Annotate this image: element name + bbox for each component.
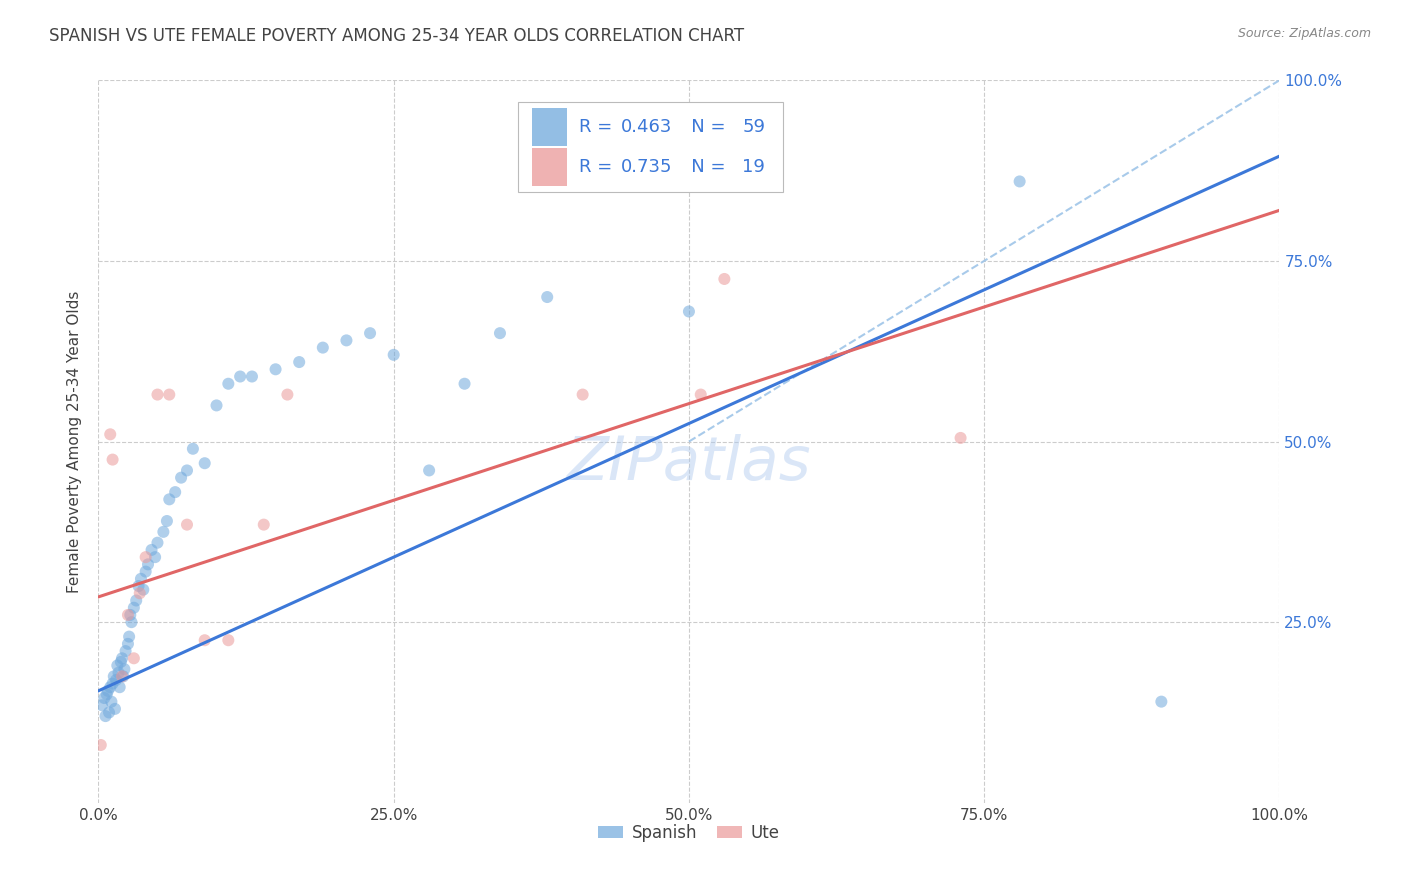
Point	[128, 586, 150, 600]
Point	[117, 607, 139, 622]
Point	[217, 376, 239, 391]
Point	[181, 442, 204, 456]
Point	[217, 633, 239, 648]
Point	[143, 550, 166, 565]
Point	[98, 706, 121, 720]
Point	[118, 630, 141, 644]
Point	[678, 304, 700, 318]
Point	[136, 558, 159, 572]
Point	[949, 431, 972, 445]
Legend: Spanish, Ute: Spanish, Ute	[592, 817, 786, 848]
Point	[117, 637, 139, 651]
Point	[94, 709, 117, 723]
Text: ZIPatlas: ZIPatlas	[567, 434, 811, 492]
Point	[335, 334, 357, 348]
Point	[288, 355, 311, 369]
Point	[146, 535, 169, 549]
Text: N =: N =	[673, 158, 731, 176]
Point	[170, 470, 193, 484]
Point	[135, 565, 157, 579]
Point	[122, 600, 145, 615]
Point	[536, 290, 558, 304]
Point	[253, 517, 276, 532]
Point	[713, 272, 735, 286]
Point	[129, 572, 152, 586]
Y-axis label: Female Poverty Among 25-34 Year Olds: Female Poverty Among 25-34 Year Olds	[67, 291, 83, 592]
Point	[110, 655, 132, 669]
Point	[152, 524, 174, 539]
Point	[240, 369, 263, 384]
Text: R =: R =	[579, 119, 619, 136]
Point	[97, 683, 120, 698]
Text: 59: 59	[742, 119, 765, 136]
Point	[1150, 695, 1173, 709]
Point	[111, 651, 134, 665]
Text: R =: R =	[579, 158, 619, 176]
Point	[103, 669, 125, 683]
Point	[112, 669, 135, 683]
Point	[105, 673, 128, 687]
Point	[141, 542, 163, 557]
Point	[132, 582, 155, 597]
Point	[100, 695, 122, 709]
Point	[93, 691, 115, 706]
Point	[105, 658, 128, 673]
Point	[108, 680, 131, 694]
Point	[90, 738, 112, 752]
Point	[571, 387, 593, 401]
Point	[229, 369, 252, 384]
Point	[114, 644, 136, 658]
Point	[146, 387, 169, 401]
Text: 19: 19	[742, 158, 765, 176]
Point	[194, 456, 217, 470]
Point	[111, 669, 134, 683]
Point	[176, 517, 198, 532]
Point	[112, 662, 135, 676]
Point	[125, 593, 148, 607]
Point	[312, 341, 335, 355]
Point	[91, 698, 114, 713]
Point	[453, 376, 475, 391]
Text: 0.463: 0.463	[620, 119, 672, 136]
FancyBboxPatch shape	[517, 102, 783, 193]
Point	[194, 633, 217, 648]
Point	[96, 687, 118, 701]
Point	[157, 387, 180, 401]
Point	[101, 676, 124, 690]
Point	[156, 514, 179, 528]
Point	[107, 665, 129, 680]
Point	[128, 579, 150, 593]
Point	[104, 702, 127, 716]
Point	[418, 463, 440, 477]
Point	[101, 452, 124, 467]
Point	[135, 550, 157, 565]
Point	[157, 492, 180, 507]
Point	[98, 427, 121, 442]
Point	[98, 680, 121, 694]
FancyBboxPatch shape	[531, 148, 567, 186]
Text: Source: ZipAtlas.com: Source: ZipAtlas.com	[1237, 27, 1371, 40]
Text: N =: N =	[673, 119, 731, 136]
Point	[382, 348, 405, 362]
Text: SPANISH VS UTE FEMALE POVERTY AMONG 25-34 YEAR OLDS CORRELATION CHART: SPANISH VS UTE FEMALE POVERTY AMONG 25-3…	[49, 27, 744, 45]
Point	[120, 607, 142, 622]
Point	[359, 326, 381, 340]
Point	[689, 387, 711, 401]
Text: 0.735: 0.735	[620, 158, 672, 176]
Point	[205, 398, 228, 412]
Point	[165, 485, 187, 500]
Point	[122, 651, 145, 665]
Point	[276, 387, 298, 401]
Point	[121, 615, 143, 630]
Point	[176, 463, 198, 477]
FancyBboxPatch shape	[531, 109, 567, 146]
Point	[1008, 174, 1031, 188]
Point	[264, 362, 287, 376]
Point	[489, 326, 512, 340]
